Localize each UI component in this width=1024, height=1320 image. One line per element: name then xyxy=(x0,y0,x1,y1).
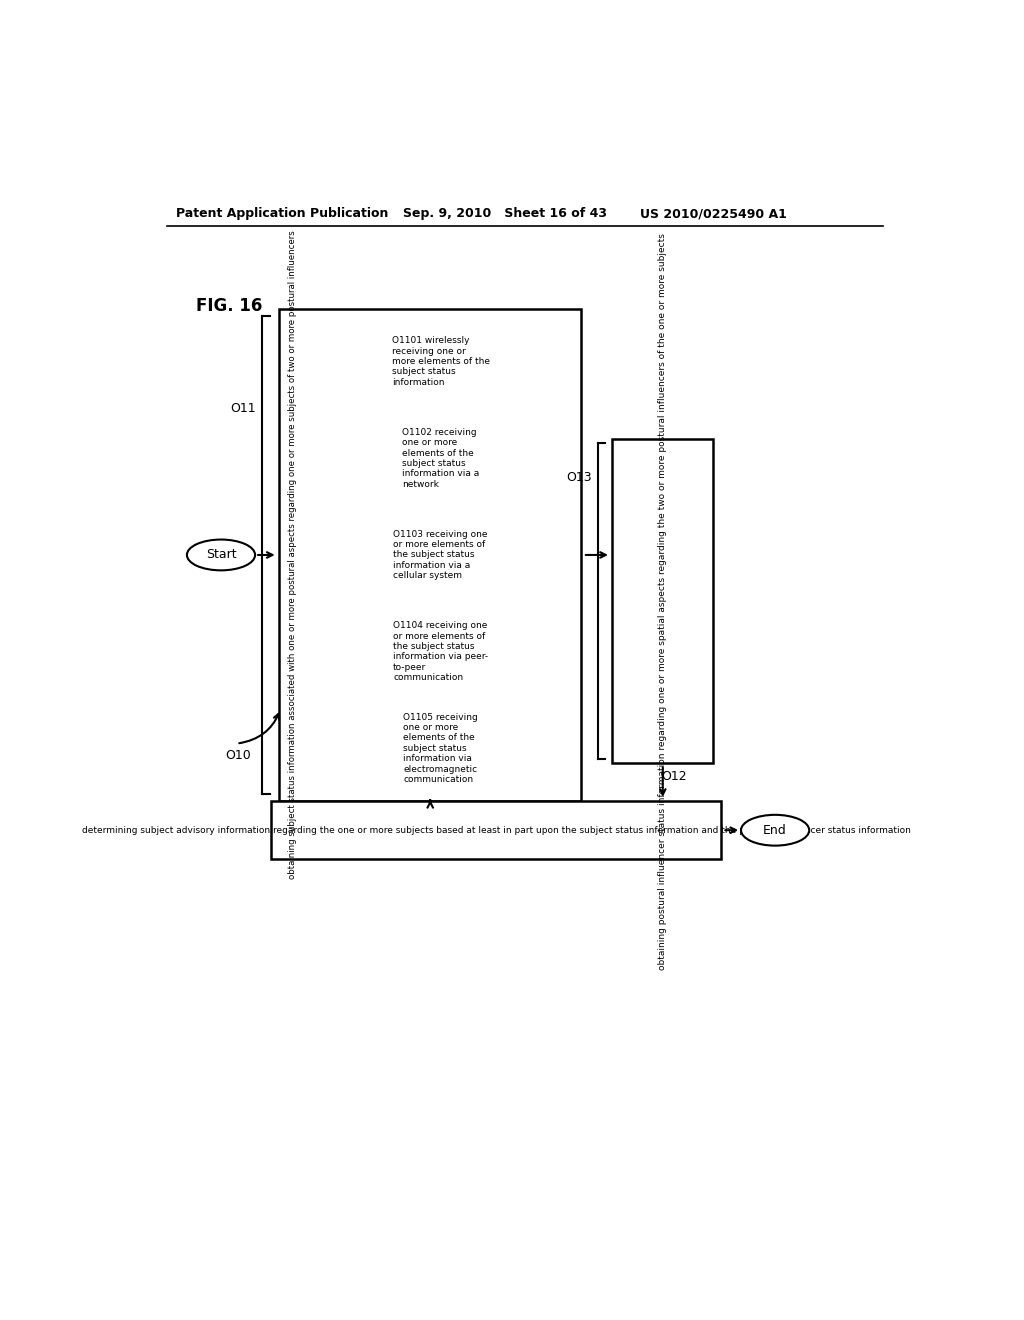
Text: O1103 receiving one
or more elements of
the subject status
information via a
cel: O1103 receiving one or more elements of … xyxy=(393,529,488,581)
Text: O1105 receiving
one or more
elements of the
subject status
information via
elect: O1105 receiving one or more elements of … xyxy=(403,713,478,784)
Text: O13: O13 xyxy=(566,471,592,484)
Bar xyxy=(306,701,575,795)
Text: O11: O11 xyxy=(230,403,256,416)
Bar xyxy=(306,412,575,506)
Text: FIG. 16: FIG. 16 xyxy=(197,297,262,315)
Text: O1101 wirelessly
receiving one or
more elements of the
subject status
informatio: O1101 wirelessly receiving one or more e… xyxy=(392,337,489,387)
Text: O10: O10 xyxy=(225,748,251,762)
Text: Patent Application Publication: Patent Application Publication xyxy=(176,207,388,220)
Text: US 2010/0225490 A1: US 2010/0225490 A1 xyxy=(640,207,786,220)
Bar xyxy=(271,801,721,859)
Text: obtaining subject status information associated with one or more postural aspect: obtaining subject status information ass… xyxy=(288,231,297,879)
Bar xyxy=(306,314,575,408)
Text: obtaining postural influencer status information regarding one or more spatial a: obtaining postural influencer status inf… xyxy=(658,232,668,970)
Text: Sep. 9, 2010   Sheet 16 of 43: Sep. 9, 2010 Sheet 16 of 43 xyxy=(403,207,607,220)
Text: O12: O12 xyxy=(662,770,687,783)
Text: End: End xyxy=(763,824,787,837)
Text: determining subject advisory information regarding the one or more subjects base: determining subject advisory information… xyxy=(82,826,910,834)
Bar xyxy=(612,440,713,763)
Text: O1102 receiving
one or more
elements of the
subject status
information via a
net: O1102 receiving one or more elements of … xyxy=(402,428,479,488)
Text: Start: Start xyxy=(206,548,237,561)
Bar xyxy=(306,605,575,698)
Text: O1104 receiving one
or more elements of
the subject status
information via peer-: O1104 receiving one or more elements of … xyxy=(393,622,488,682)
Ellipse shape xyxy=(187,540,255,570)
Ellipse shape xyxy=(741,814,809,846)
Bar xyxy=(280,309,582,801)
Bar xyxy=(306,508,575,602)
